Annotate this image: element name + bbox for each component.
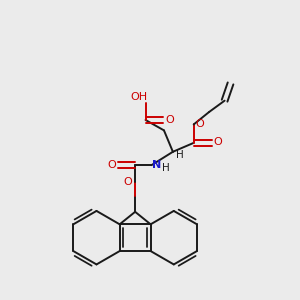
Text: O: O — [196, 119, 205, 129]
Text: OH: OH — [130, 92, 148, 102]
Text: O: O — [107, 160, 116, 170]
Text: H: H — [163, 163, 170, 173]
Text: N: N — [152, 160, 161, 170]
Text: H: H — [176, 150, 184, 160]
Text: O: O — [166, 115, 174, 125]
Text: O: O — [214, 137, 222, 147]
Text: O: O — [123, 176, 132, 187]
